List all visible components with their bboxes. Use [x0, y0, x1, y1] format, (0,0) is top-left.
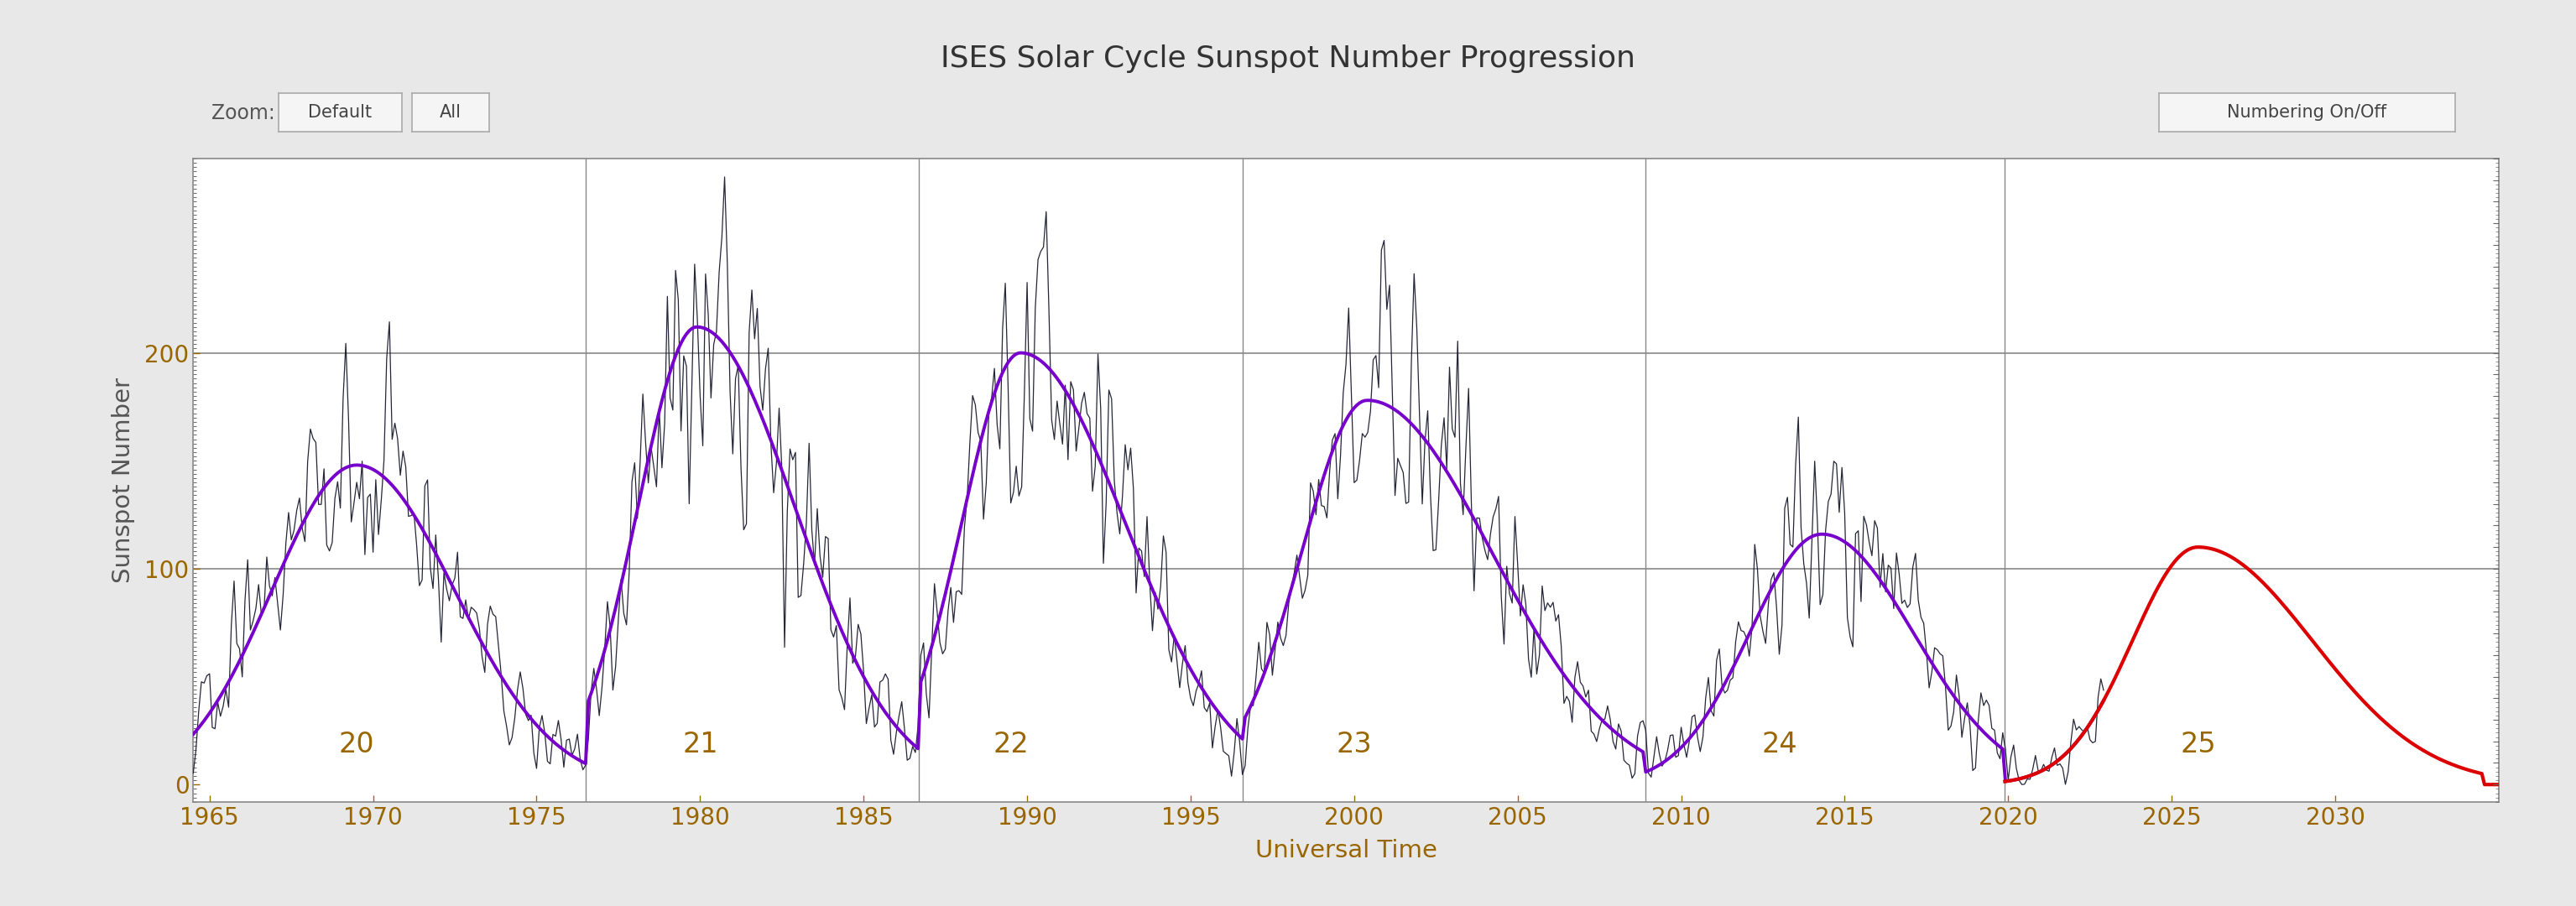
Text: 23: 23 [1337, 731, 1373, 758]
Text: Numbering On/Off: Numbering On/Off [2228, 104, 2385, 120]
Text: 20: 20 [340, 731, 374, 758]
Text: 22: 22 [992, 731, 1028, 758]
X-axis label: Universal Time: Universal Time [1255, 839, 1437, 863]
Text: Default: Default [309, 104, 371, 120]
Text: 25: 25 [2179, 731, 2215, 758]
Text: Zoom:: Zoom: [211, 103, 276, 123]
Y-axis label: Sunspot Number: Sunspot Number [111, 378, 134, 583]
Text: 21: 21 [683, 731, 719, 758]
Text: 24: 24 [1762, 731, 1798, 758]
Text: All: All [440, 104, 461, 120]
Text: ISES Solar Cycle Sunspot Number Progression: ISES Solar Cycle Sunspot Number Progress… [940, 44, 1636, 73]
